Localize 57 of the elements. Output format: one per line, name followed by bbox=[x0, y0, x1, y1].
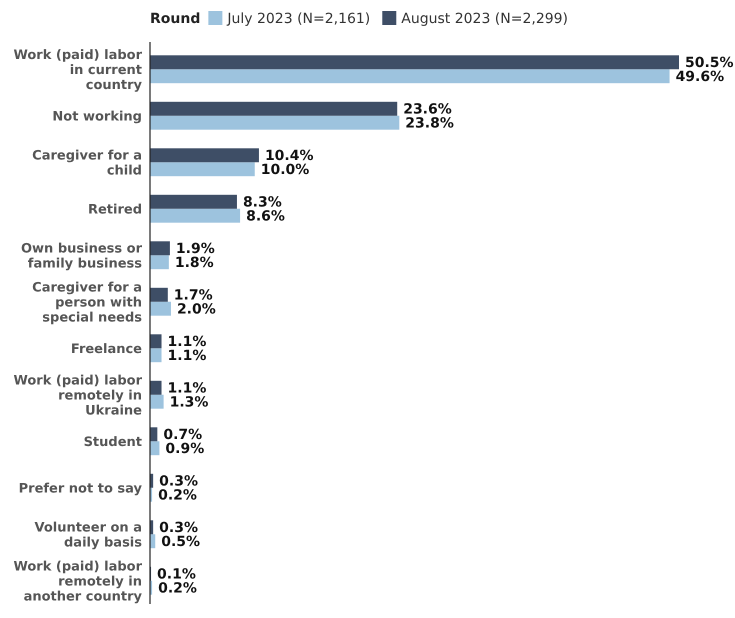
data-label: 49.6% bbox=[676, 69, 724, 86]
data-label: 0.2% bbox=[158, 488, 197, 504]
y-tick-label: Retired bbox=[88, 202, 142, 218]
legend-label: August 2023 (N=2,299) bbox=[401, 10, 568, 27]
bar bbox=[150, 380, 162, 395]
y-tick-label: Volunteer on a daily basis bbox=[34, 520, 142, 550]
data-label: 23.6% bbox=[403, 102, 452, 118]
data-label: 1.1% bbox=[168, 348, 206, 364]
bar bbox=[150, 148, 259, 162]
data-label: 10.4% bbox=[264, 148, 314, 164]
data-label: 0.1% bbox=[157, 566, 196, 583]
data-label: 2.0% bbox=[176, 302, 216, 318]
bar bbox=[150, 255, 169, 270]
bar bbox=[150, 69, 670, 84]
data-label: 1.1% bbox=[168, 334, 206, 350]
y-tick-label: Prefer not to say bbox=[18, 481, 143, 496]
bar bbox=[150, 348, 162, 362]
data-label: 0.5% bbox=[161, 534, 200, 550]
bar bbox=[150, 441, 160, 456]
data-label: 0.3% bbox=[159, 520, 198, 536]
bar bbox=[150, 241, 170, 256]
data-label: 50.5% bbox=[685, 55, 734, 72]
bar bbox=[150, 162, 255, 176]
data-label: 0.9% bbox=[165, 441, 204, 458]
bar bbox=[150, 55, 679, 70]
data-label: 10.0% bbox=[260, 162, 310, 178]
y-tick-label: Caregiver for a child bbox=[32, 148, 142, 178]
bar bbox=[150, 334, 162, 348]
bar bbox=[150, 116, 400, 130]
data-label: 1.3% bbox=[170, 394, 208, 411]
y-tick-label: Student bbox=[84, 434, 142, 450]
y-tick-label: Work (paid) labor in current country bbox=[13, 48, 143, 93]
legend-label: July 2023 (N=2,161) bbox=[226, 10, 370, 27]
data-label: 1.9% bbox=[176, 241, 215, 258]
data-label: 8.6% bbox=[246, 208, 285, 225]
data-label: 0.3% bbox=[159, 474, 198, 490]
data-label: 0.2% bbox=[158, 580, 197, 597]
data-label: 23.8% bbox=[405, 116, 454, 132]
data-label: 0.7% bbox=[163, 427, 202, 444]
y-tick-label: Own business or family business bbox=[20, 241, 143, 272]
y-tick-label: Work (paid) labor remotely in Ukraine bbox=[13, 373, 143, 418]
bar bbox=[150, 194, 237, 209]
data-label: 1.7% bbox=[174, 288, 213, 304]
bar bbox=[150, 427, 158, 442]
bar bbox=[150, 102, 398, 116]
y-tick-label: Freelance bbox=[70, 342, 142, 357]
data-label: 1.8% bbox=[174, 255, 214, 272]
bar bbox=[150, 394, 164, 409]
bar bbox=[150, 302, 171, 316]
bar bbox=[150, 208, 240, 223]
y-tick-label: Caregiver for a person with special needs bbox=[32, 280, 142, 326]
legend-title: Round bbox=[150, 10, 200, 27]
y-tick-label: Work (paid) labor remotely in another country bbox=[13, 559, 143, 604]
data-label: 1.1% bbox=[168, 380, 206, 397]
bar bbox=[150, 288, 168, 302]
data-label: 8.3% bbox=[242, 194, 282, 211]
y-tick-label: Not working bbox=[52, 109, 142, 124]
